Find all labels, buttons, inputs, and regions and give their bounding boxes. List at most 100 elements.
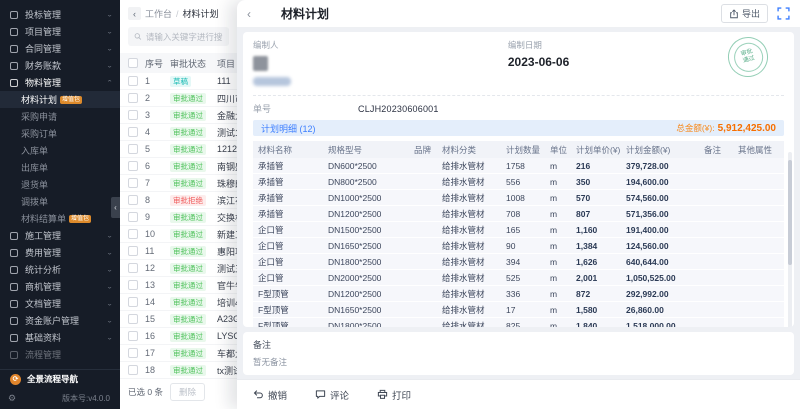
sidebar-item[interactable]: 材料结算单 增值包 [0,210,120,227]
table-row[interactable]: F型顶管 DN1650*2500 给排水管材 17 m 1,580 26,860… [253,302,784,318]
undo-button[interactable]: 撤销 [253,388,287,402]
sidebar-item-label: 采购订单 [21,129,58,139]
fullscreen-icon[interactable] [777,7,790,20]
sidebar-item[interactable]: 调拨单 [0,193,120,210]
table-row[interactable]: F型顶管 DN1800*2500 给排水管材 825 m 1,840 1,518… [253,318,784,327]
row-checkbox[interactable] [128,331,138,341]
list-item[interactable]: 5 审批通过 1212 [120,141,237,158]
list-item[interactable]: 14 审批通过 培训425 [120,294,237,311]
row-checkbox[interactable] [128,297,138,307]
sidebar-item[interactable]: 材料计划 增值包 [0,91,120,108]
cell-amount: 194,600.00 [626,176,669,187]
sidebar-menu: 投标管理 ⌄ 项目管理 ⌄ 合同管理 ⌄ 财务账款 [0,0,120,363]
sidebar-item[interactable]: 退货单 [0,176,120,193]
table-row[interactable]: 承插管 DN800*2500 给排水管材 556 m 350 194,600.0… [253,174,784,190]
row-checkbox[interactable] [128,348,138,358]
cell-spec: DN1500*2500 [328,224,382,235]
list-item[interactable]: 10 审批通过 新建工程-刘 [120,226,237,243]
search-box[interactable] [128,27,229,46]
row-checkbox[interactable] [128,144,138,154]
sidebar-item-label: 退货单 [21,180,49,190]
table-row[interactable]: 企口管 DN1800*2500 给排水管材 394 m 1,626 640,64… [253,254,784,270]
avatar [253,56,268,71]
row-checkbox[interactable] [128,178,138,188]
list-item[interactable]: 9 审批通过 交换机 [120,209,237,226]
table-row[interactable]: 承插管 DN600*2500 给排水管材 1758 m 216 379,728.… [253,158,784,174]
row-checkbox[interactable] [128,161,138,171]
list-item[interactable]: 4 审批通过 测试1 [120,124,237,141]
row-checkbox[interactable] [128,212,138,222]
row-project: LYSC [217,331,237,341]
list-item[interactable]: 17 审批通过 车都大厦 [120,345,237,362]
search-input[interactable] [145,31,223,42]
row-checkbox[interactable] [128,314,138,324]
list-item[interactable]: 11 审批通过 惠阳项目 [120,243,237,260]
process-navigation[interactable]: ⟳ 全景流程导航 [0,369,120,388]
row-checkbox[interactable] [128,76,138,86]
table-row[interactable]: 企口管 DN1650*2500 给排水管材 90 m 1,384 124,560… [253,238,784,254]
row-checkbox[interactable] [128,110,138,120]
sidebar-item[interactable]: 财务账款 ⌄ [0,57,120,74]
cell-name: F型顶管 [258,288,289,299]
sidebar-collapse-handle[interactable]: ‹ [111,197,120,218]
scrollbar-thumb[interactable] [788,160,792,265]
row-checkbox[interactable] [128,127,138,137]
table-row[interactable]: 企口管 DN1500*2500 给排水管材 165 m 1,160 191,40… [253,222,784,238]
list-item[interactable]: 15 审批通过 A23G2511 [120,311,237,328]
detail-back-icon[interactable]: ‹ [247,6,251,21]
gear-icon[interactable]: ⚙ [8,393,17,403]
sidebar-item[interactable]: 合同管理 ⌄ [0,40,120,57]
sidebar-item[interactable]: 商机管理 ⌄ [0,278,120,295]
chevron-down-icon: ⌄ [106,11,113,18]
sidebar-item[interactable]: 施工管理 ⌄ [0,227,120,244]
list-item[interactable]: 13 审批通过 官牛牛 [120,277,237,294]
row-checkbox[interactable] [128,280,138,290]
sidebar-item[interactable]: 出库单 [0,159,120,176]
export-button[interactable]: 导出 [720,4,768,23]
list-item[interactable]: 8 审批拒绝 滨江花城12 [120,192,237,209]
addon-badge: 增值包 [60,95,83,104]
sidebar-item[interactable]: 采购申请 [0,108,120,125]
cell-category: 给排水管材 [442,240,485,251]
table-row[interactable]: 承插管 DN1000*2500 给排水管材 1008 m 570 574,560… [253,190,784,206]
table-row[interactable]: 承插管 DN1200*2500 给排水管材 708 m 807 571,356.… [253,206,784,222]
select-all-checkbox[interactable] [128,58,138,68]
list-item[interactable]: 6 审批通过 南钢盛达大 [120,158,237,175]
back-icon[interactable]: ‹ [128,7,141,20]
creator-label: 编制人 [253,40,279,50]
sidebar-item-label: 文档管理 [25,299,62,309]
row-project: 惠阳项目 [217,246,237,257]
sidebar-item[interactable]: 项目管理 ⌄ [0,23,120,40]
list-item[interactable]: 12 审批通过 测试三环路 [120,260,237,277]
row-checkbox[interactable] [128,93,138,103]
row-checkbox[interactable] [128,229,138,239]
list-item[interactable]: 1 草稿 111 [120,73,237,90]
chevron-down-icon: ⌄ [106,28,113,35]
sidebar-item[interactable]: 入库单 [0,142,120,159]
sidebar-item[interactable]: 基础资料 ⌄ [0,329,120,346]
row-checkbox[interactable] [128,195,138,205]
sidebar-item[interactable]: 资金账户管理 ⌄ [0,312,120,329]
delete-button[interactable]: 删除 [169,383,205,401]
sidebar-item[interactable]: 统计分析 ⌄ [0,261,120,278]
row-checkbox[interactable] [128,365,138,375]
sidebar-item[interactable]: 投标管理 ⌄ [0,6,120,23]
print-button[interactable]: 打印 [377,388,411,402]
sidebar-item[interactable]: 费用管理 ⌄ [0,244,120,261]
list-item[interactable]: 7 审批通过 珠穆朗玛峰 [120,175,237,192]
sidebar-item[interactable]: 物料管理 ⌃ [0,74,120,91]
table-row[interactable]: 企口管 DN2000*2500 给排水管材 525 m 2,001 1,050,… [253,270,784,286]
list-item[interactable]: 3 审批通过 金融大厦采 [120,107,237,124]
list-item[interactable]: 2 审批通过 四川市政项 [120,90,237,107]
list-item[interactable]: 16 审批通过 LYSC [120,328,237,345]
cell-category: 给排水管材 [442,256,485,267]
table-row[interactable]: F型顶管 DN1200*2500 给排水管材 336 m 872 292,992… [253,286,784,302]
comment-button[interactable]: 评论 [315,388,349,402]
breadcrumb-root[interactable]: 工作台 [145,9,173,19]
sidebar-item[interactable]: 文档管理 ⌄ [0,295,120,312]
list-item[interactable]: 18 审批通过 tx测试2 [120,362,237,379]
row-checkbox[interactable] [128,246,138,256]
sidebar-item[interactable]: 采购订单 [0,125,120,142]
sidebar-item[interactable]: 流程管理 [0,346,120,363]
row-checkbox[interactable] [128,263,138,273]
